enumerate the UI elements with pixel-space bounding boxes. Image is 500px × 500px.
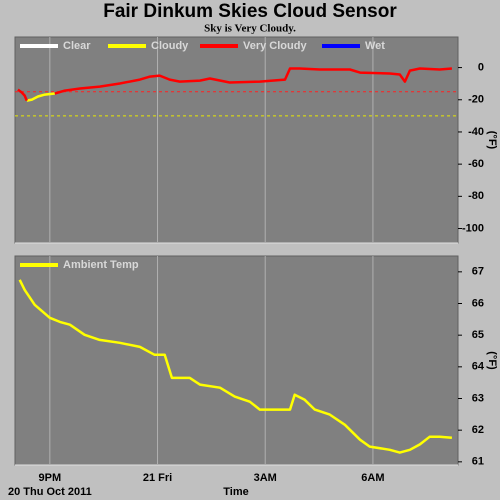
legend-label: Clear [63,40,91,52]
legend-label: Very Cloudy [243,40,307,52]
x-tick-label: 3AM [254,472,277,484]
title: Fair Dinkum Skies Cloud Sensor [103,1,397,22]
y-tick-label: -80 [468,190,484,202]
y-axis-label: (°F) [486,351,498,370]
plot-area [14,255,459,466]
y-tick-label: 66 [472,297,484,309]
y-tick-label: 65 [472,329,484,341]
y-tick-label: 0 [478,61,484,73]
y-tick-label: 67 [472,266,484,278]
date-label: 20 Thu Oct 2011 [8,486,92,498]
legend-label: Wet [365,40,385,52]
y-tick-label: 64 [472,361,485,373]
x-axis-label: Time [223,486,248,498]
data-line [18,279,453,454]
y-tick-label: -60 [468,158,484,170]
y-tick-label: -20 [468,94,484,106]
x-tick-label: 9PM [39,472,62,484]
y-tick-label: 62 [472,424,484,436]
data-line [26,92,55,102]
x-tick-label: 6AM [361,472,384,484]
y-tick-label: 63 [472,392,484,404]
y-tick-label: -100 [462,222,484,234]
y-tick-label: -40 [468,126,484,138]
subtitle: Sky is Very Cloudy. [204,23,296,35]
legend-label: Cloudy [151,40,189,52]
legend-label: Ambient Temp [63,259,139,271]
data-line [17,67,453,102]
y-tick-label: 61 [472,456,484,468]
plot-area [14,36,459,244]
x-tick-label: 21 Fri [143,472,172,484]
y-axis-label: (°F) [486,131,498,150]
